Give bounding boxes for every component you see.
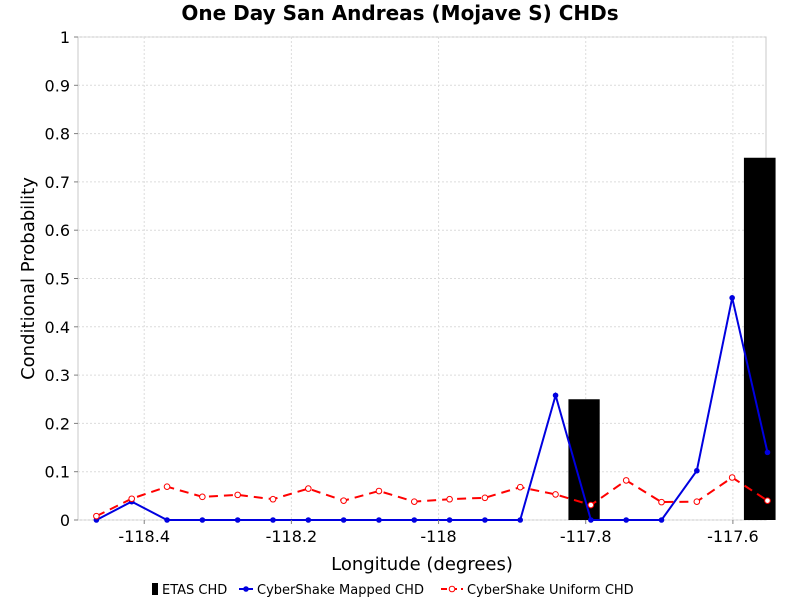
y-tick-label: 0.9 xyxy=(45,76,70,95)
mapped-chd-point xyxy=(305,517,312,523)
uniform-chd-point xyxy=(340,497,347,504)
uniform-chd-point xyxy=(163,483,171,490)
etas-bar xyxy=(743,157,776,520)
y-axis-label: Conditional Probability xyxy=(18,177,39,380)
x-axis-label: Longitude (degrees) xyxy=(331,554,513,575)
uniform-chd-point xyxy=(693,498,701,505)
uniform-chd-point xyxy=(481,494,489,502)
mapped-chd-point xyxy=(658,517,665,523)
y-tick-label: 0.4 xyxy=(45,318,70,337)
uniform-chd-point xyxy=(516,483,524,491)
uniform-chd-point xyxy=(375,487,383,495)
uniform-chd-line xyxy=(95,476,769,517)
mapped-chd-point xyxy=(623,517,629,523)
uniform-chd-point xyxy=(93,512,100,520)
mapped-chd-line xyxy=(95,297,769,521)
legend-label: CyberShake Uniform CHD xyxy=(467,583,634,598)
legend-uniform-swatch-marker xyxy=(448,585,456,593)
uniform-chd-point xyxy=(128,495,136,503)
mapped-chd-point xyxy=(588,517,594,523)
mapped-chd-point xyxy=(164,517,170,523)
x-tick-label: -117.6 xyxy=(707,527,759,546)
uniform-chd-point xyxy=(199,493,206,501)
y-tick-label: 0.7 xyxy=(45,173,70,192)
uniform-chd-point xyxy=(446,495,453,503)
mapped-chd-point xyxy=(411,517,418,523)
uniform-chd-point xyxy=(764,497,771,504)
uniform-chd-point xyxy=(587,501,595,509)
uniform-chd-point xyxy=(552,491,559,498)
mapped-chd-point xyxy=(199,517,206,523)
y-tick-label: 0.8 xyxy=(45,125,70,144)
y-tick-label: 0.2 xyxy=(45,414,70,433)
mapped-chd-point xyxy=(552,392,559,399)
legend-etas-swatch xyxy=(152,583,158,595)
x-tick-label: -118.2 xyxy=(266,527,318,546)
mapped-chd-point xyxy=(729,295,735,301)
y-tick-label: 1 xyxy=(60,28,70,47)
etas-bars xyxy=(568,157,776,520)
mapped-chd-point xyxy=(764,449,771,456)
chart-title: One Day San Andreas (Mojave S) CHDs xyxy=(181,1,618,25)
mapped-chd-point xyxy=(517,517,524,523)
series-lines xyxy=(93,295,771,523)
y-tick-label: 0.1 xyxy=(45,463,70,482)
uniform-chd-point xyxy=(622,477,630,484)
uniform-chd-point xyxy=(658,498,665,506)
uniform-chd-point xyxy=(410,498,418,505)
mapped-chd-point xyxy=(482,517,488,523)
uniform-chd-point xyxy=(234,491,241,499)
uniform-chd-point xyxy=(269,495,277,503)
legend: ETAS CHD CyberShake Mapped CHD CyberShake … xyxy=(152,583,634,598)
mapped-chd-point xyxy=(234,517,241,523)
uniform-chd-point xyxy=(305,485,312,492)
legend-label: CyberShake Mapped CHD xyxy=(257,583,424,598)
y-tick-label: 0.5 xyxy=(45,270,70,289)
axis-ticks: 0 0.1 0.2 0.3 0.4 0.5 0.6 0.7 0.8 0.9 1 -118.4 -118.… xyxy=(45,28,759,546)
x-tick-label: -118 xyxy=(420,527,456,546)
y-tick-label: 0 xyxy=(60,511,70,530)
uniform-chd-point xyxy=(728,474,736,481)
legend-mapped-swatch-marker xyxy=(243,586,249,592)
mapped-chd-point xyxy=(376,517,382,523)
y-tick-label: 0.6 xyxy=(45,221,70,240)
mapped-chd-point xyxy=(694,467,700,474)
mapped-chd-point xyxy=(270,517,276,523)
mapped-chd-point xyxy=(446,517,453,523)
x-tick-label: -118.4 xyxy=(118,527,170,546)
x-tick-label: -117.8 xyxy=(560,527,612,546)
y-tick-label: 0.3 xyxy=(45,366,70,385)
mapped-chd-point xyxy=(340,517,347,523)
legend-label: ETAS CHD xyxy=(162,583,227,598)
